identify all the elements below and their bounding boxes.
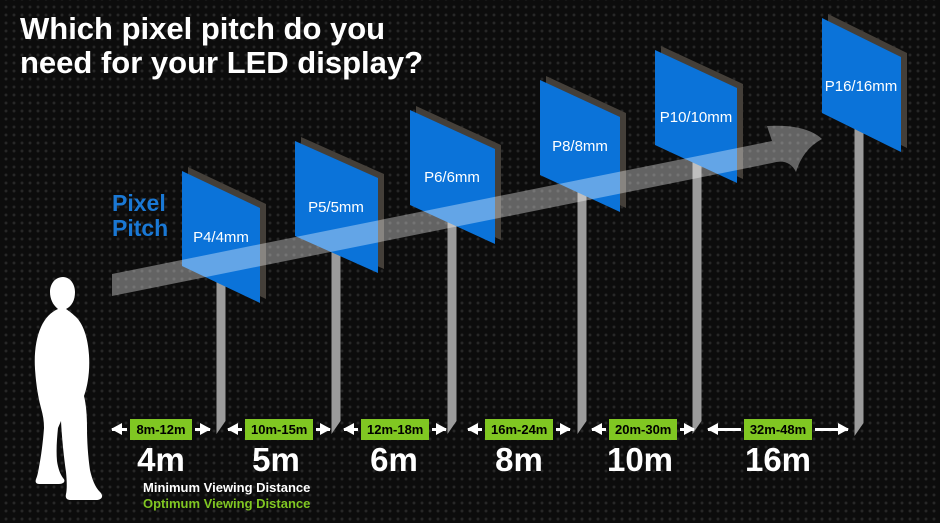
person-silhouette	[34, 277, 103, 500]
distance-section-p4: 8m-12m	[112, 417, 211, 441]
optimum-range-badge: 8m-12m	[130, 418, 192, 440]
title-line-2: need for your LED display?	[20, 45, 424, 80]
min-distance-label: 6m	[370, 441, 418, 478]
panel-labels: P4/4mm P5/5mm P6/6mm P8/8mm P10/10mm P16…	[193, 78, 897, 246]
right-arrow	[815, 427, 848, 431]
legend-minimum-viewing-distance: Minimum Viewing Distance	[143, 480, 311, 495]
legend: Minimum Viewing Distance Optimum Viewing…	[143, 480, 310, 512]
page-title: Which pixel pitch do you need for your L…	[20, 12, 423, 80]
right-arrow	[680, 427, 695, 431]
pole	[854, 110, 864, 436]
pixel-pitch-word-2: Pitch	[112, 215, 169, 241]
optimum-range-badge: 32m-48m	[743, 418, 813, 440]
min-distance-label: 4m	[137, 441, 185, 478]
led-panel-p6	[410, 110, 495, 244]
pole	[577, 170, 587, 434]
pixel-pitch-word-1: Pixel	[112, 190, 166, 216]
distance-section-p6: 12m-18m	[344, 417, 447, 441]
pixel-pitch-axis-label: Pixel Pitch	[112, 191, 168, 241]
right-arrow	[316, 427, 331, 431]
led-panel-p10	[655, 50, 737, 183]
left-arrow	[228, 427, 242, 431]
optimum-range-badge: 10m-15m	[245, 418, 314, 440]
led-panel-p8	[540, 80, 620, 212]
distance-section-p16: 32m-48m	[708, 417, 848, 441]
pole	[692, 140, 702, 434]
panel-label-p8: P8/8mm	[552, 138, 608, 155]
pole	[216, 260, 226, 434]
panel-label-p5: P5/5mm	[308, 199, 364, 216]
right-arrow	[432, 427, 447, 431]
pole	[331, 230, 341, 434]
optimum-range-badge: 16m-24m	[485, 418, 554, 440]
right-arrow	[194, 427, 211, 431]
distance-section-p8: 16m-24m	[468, 417, 571, 441]
right-arrow	[556, 427, 571, 431]
left-arrow	[344, 427, 358, 431]
panel-label-p10: P10/10mm	[660, 109, 733, 126]
panel-label-p4: P4/4mm	[193, 229, 249, 246]
distance-section-p10: 20m-30m	[592, 417, 695, 441]
title-line-1: Which pixel pitch do you	[20, 11, 386, 46]
min-distance-label: 10m	[606, 441, 674, 478]
min-distance-label: 8m	[495, 441, 543, 478]
led-panel-p4	[182, 171, 260, 303]
led-panel-p16	[822, 18, 901, 152]
min-distance-label: 16m	[744, 441, 812, 478]
pole	[447, 200, 457, 434]
led-panel-p5	[295, 141, 378, 273]
display-poles	[216, 110, 864, 436]
distance-section-p5: 10m-15m	[228, 417, 331, 441]
left-arrow	[708, 427, 741, 431]
led-panels	[182, 18, 901, 303]
panel-label-p6: P6/6mm	[424, 169, 480, 186]
min-distance-label: 5m	[252, 441, 300, 478]
left-arrow	[112, 427, 128, 431]
optimum-range-badge: 12m-18m	[361, 418, 430, 440]
left-arrow	[592, 427, 606, 431]
legend-optimum-viewing-distance: Optimum Viewing Distance	[143, 496, 311, 511]
optimum-range-badge: 20m-30m	[609, 418, 678, 440]
panel-label-p16: P16/16mm	[825, 78, 898, 95]
viewing-distance-arrow	[112, 125, 822, 296]
left-arrow	[468, 427, 482, 431]
